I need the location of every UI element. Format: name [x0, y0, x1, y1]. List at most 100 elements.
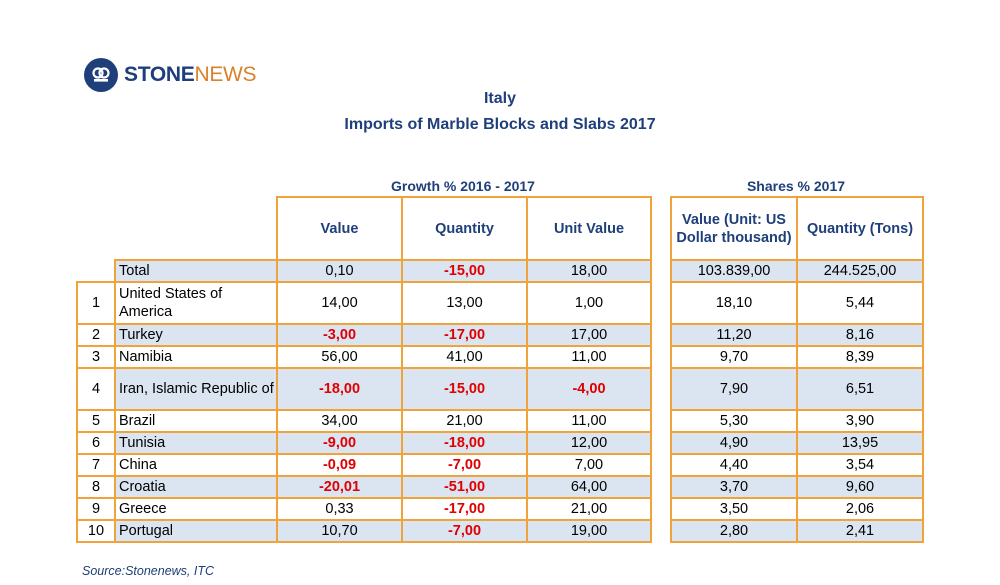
share-quantity-cell: 6,51 — [796, 367, 924, 411]
quantity-cell: 13,00 — [401, 281, 528, 325]
share-quantity-cell: 13,95 — [796, 431, 924, 455]
quantity-cell: -17,00 — [401, 323, 528, 347]
value-cell: 0,10 — [276, 259, 403, 283]
table-row: 1 United States of America 14,00 13,00 1,00 — [76, 281, 652, 325]
rank-cell: 4 — [76, 367, 116, 411]
share-quantity-cell: 8,16 — [796, 323, 924, 347]
table-row: 10 Portugal 10,70 -7,00 19,00 — [76, 519, 652, 543]
unit-value-cell: 1,00 — [526, 281, 652, 325]
country-cell: Portugal — [114, 519, 278, 543]
country-cell: Iran, Islamic Republic of — [114, 367, 278, 411]
unit-value-cell: -4,00 — [526, 367, 652, 411]
quantity-cell: -18,00 — [401, 431, 528, 455]
country-cell: Croatia — [114, 475, 278, 499]
quantity-cell: -15,00 — [401, 367, 528, 411]
share-value-cell: 4,90 — [670, 431, 798, 455]
rank-cell — [77, 260, 115, 282]
country-cell: Brazil — [114, 409, 278, 433]
growth-group-header: Growth % 2016 - 2017 — [391, 178, 535, 194]
unit-value-cell: 11,00 — [526, 345, 652, 369]
header-spacer — [115, 197, 277, 260]
unit-value-cell: 7,00 — [526, 453, 652, 477]
table-row: 103.839,00 244.525,00 — [670, 259, 924, 283]
quantity-cell: 21,00 — [401, 409, 528, 433]
share-quantity-cell: 3,54 — [796, 453, 924, 477]
table-row: Total 0,10 -15,00 18,00 — [77, 259, 652, 283]
value-cell: 0,33 — [276, 497, 403, 521]
share-value-cell: 9,70 — [670, 345, 798, 369]
share-value-cell: 4,40 — [670, 453, 798, 477]
unit-value-cell: 21,00 — [526, 497, 652, 521]
table-row: 9,70 8,39 — [670, 345, 924, 369]
share-value-cell: 103.839,00 — [670, 259, 798, 283]
share-value-cell: 7,90 — [670, 367, 798, 411]
country-cell: Total — [114, 259, 278, 283]
share-value-cell: 2,80 — [670, 519, 798, 543]
share-value-cell: 3,50 — [670, 497, 798, 521]
table-row: 2 Turkey -3,00 -17,00 17,00 — [76, 323, 652, 347]
value-cell: -20,01 — [276, 475, 403, 499]
table-row: 2,80 2,41 — [670, 519, 924, 543]
page-title: Imports of Marble Blocks and Slabs 2017 — [344, 116, 656, 133]
table-row: 7 China -0,09 -7,00 7,00 — [76, 453, 652, 477]
rank-cell: 1 — [76, 281, 116, 325]
table-row: 8 Croatia -20,01 -51,00 64,00 — [76, 475, 652, 499]
value-cell: 56,00 — [276, 345, 403, 369]
share-quantity-cell: 8,39 — [796, 345, 924, 369]
page-title-country: Italy — [483, 90, 516, 107]
table-row: 11,20 8,16 — [670, 323, 924, 347]
header-quantity: Quantity — [401, 196, 528, 261]
stonenews-logo-icon — [84, 58, 118, 92]
share-value-cell: 18,10 — [670, 281, 798, 325]
quantity-cell: -7,00 — [401, 453, 528, 477]
unit-value-cell: 11,00 — [526, 409, 652, 433]
share-quantity-cell: 5,44 — [796, 281, 924, 325]
table-row: 4,40 3,54 — [670, 453, 924, 477]
header-spacer — [77, 197, 115, 260]
table-row: 18,10 5,44 — [670, 281, 924, 325]
value-cell: -0,09 — [276, 453, 403, 477]
unit-value-cell: 17,00 — [526, 323, 652, 347]
table-row: 3,50 2,06 — [670, 497, 924, 521]
value-cell: 34,00 — [276, 409, 403, 433]
share-quantity-cell: 244.525,00 — [796, 259, 924, 283]
quantity-cell: -15,00 — [401, 259, 528, 283]
quantity-cell: -17,00 — [401, 497, 528, 521]
value-cell: -3,00 — [276, 323, 403, 347]
source-note: Source:Stonenews, ITC — [82, 564, 215, 578]
country-cell: China — [114, 453, 278, 477]
table-row: 7,90 6,51 — [670, 367, 924, 411]
share-quantity-cell: 2,41 — [796, 519, 924, 543]
table-row: 5,30 3,90 — [670, 409, 924, 433]
rank-cell: 2 — [76, 323, 116, 347]
rank-cell: 6 — [76, 431, 116, 455]
country-cell: United States of America — [114, 281, 278, 325]
unit-value-cell: 64,00 — [526, 475, 652, 499]
rank-cell: 8 — [76, 475, 116, 499]
unit-value-cell: 12,00 — [526, 431, 652, 455]
quantity-cell: -7,00 — [401, 519, 528, 543]
quantity-cell: 41,00 — [401, 345, 528, 369]
share-quantity-cell: 3,90 — [796, 409, 924, 433]
growth-table: Value Quantity Unit Value Total 0,10 -15,0… — [76, 196, 652, 543]
share-value-cell: 5,30 — [670, 409, 798, 433]
stonenews-logo: STONENEWS — [84, 57, 257, 93]
share-value-cell: 11,20 — [670, 323, 798, 347]
header-share-value: Value (Unit: US Dollar thousand) — [670, 196, 798, 261]
table-row: 4,90 13,95 — [670, 431, 924, 455]
share-quantity-cell: 2,06 — [796, 497, 924, 521]
header-unit-value: Unit Value — [526, 196, 652, 261]
table-row: 3,70 9,60 — [670, 475, 924, 499]
rank-cell: 9 — [76, 497, 116, 521]
table-row: 9 Greece 0,33 -17,00 21,00 — [76, 497, 652, 521]
country-cell: Turkey — [114, 323, 278, 347]
value-cell: -9,00 — [276, 431, 403, 455]
rank-cell: 3 — [76, 345, 116, 369]
table-row: 3 Namibia 56,00 41,00 11,00 — [76, 345, 652, 369]
country-cell: Tunisia — [114, 431, 278, 455]
share-quantity-cell: 9,60 — [796, 475, 924, 499]
country-cell: Namibia — [114, 345, 278, 369]
rank-cell: 7 — [76, 453, 116, 477]
rank-cell: 5 — [76, 409, 116, 433]
country-cell: Greece — [114, 497, 278, 521]
